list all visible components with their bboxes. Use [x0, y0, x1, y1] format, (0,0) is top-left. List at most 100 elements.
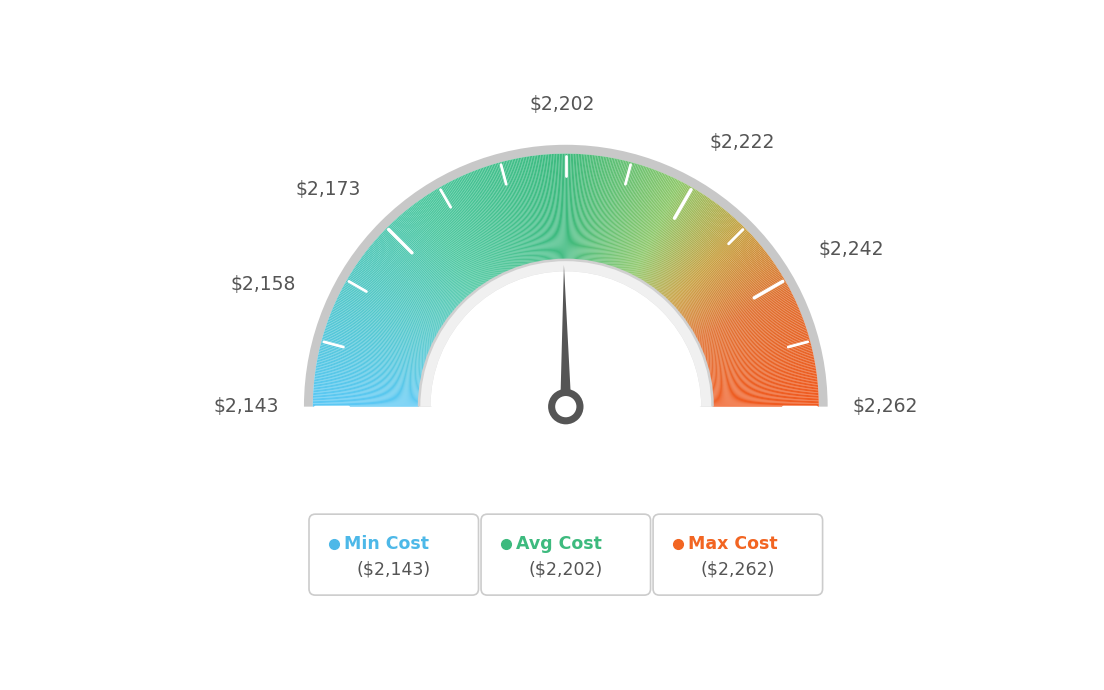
Wedge shape	[636, 184, 688, 278]
Wedge shape	[379, 235, 458, 308]
Wedge shape	[712, 384, 818, 395]
Wedge shape	[314, 389, 420, 397]
Wedge shape	[316, 368, 421, 386]
Wedge shape	[700, 305, 798, 348]
Wedge shape	[565, 154, 567, 260]
Wedge shape	[644, 193, 701, 283]
Wedge shape	[587, 157, 605, 262]
Wedge shape	[705, 327, 806, 362]
Wedge shape	[431, 193, 488, 283]
Wedge shape	[538, 155, 550, 261]
Wedge shape	[622, 172, 664, 271]
Wedge shape	[463, 175, 507, 273]
Wedge shape	[665, 220, 737, 299]
Wedge shape	[616, 168, 652, 269]
Wedge shape	[586, 156, 603, 262]
Wedge shape	[697, 290, 792, 340]
Wedge shape	[468, 172, 510, 271]
Wedge shape	[364, 253, 449, 318]
Wedge shape	[650, 199, 712, 287]
Wedge shape	[318, 356, 422, 378]
Wedge shape	[388, 226, 464, 302]
Wedge shape	[368, 248, 452, 315]
Text: Max Cost: Max Cost	[688, 535, 777, 553]
Wedge shape	[635, 184, 687, 277]
Wedge shape	[690, 273, 782, 330]
Wedge shape	[684, 258, 772, 321]
Circle shape	[548, 389, 584, 424]
Wedge shape	[712, 382, 818, 393]
Wedge shape	[459, 177, 505, 273]
Wedge shape	[489, 165, 522, 267]
Wedge shape	[323, 331, 426, 364]
Wedge shape	[486, 166, 520, 267]
Wedge shape	[363, 254, 448, 319]
Wedge shape	[609, 165, 643, 267]
Wedge shape	[348, 278, 439, 333]
Wedge shape	[340, 292, 435, 341]
Text: $2,242: $2,242	[818, 240, 883, 259]
Wedge shape	[317, 362, 422, 382]
Wedge shape	[712, 378, 817, 391]
Wedge shape	[693, 281, 786, 335]
Wedge shape	[684, 257, 771, 320]
Wedge shape	[634, 183, 684, 277]
Wedge shape	[712, 397, 819, 402]
Wedge shape	[582, 155, 594, 261]
Wedge shape	[650, 200, 713, 288]
Wedge shape	[712, 405, 819, 406]
Wedge shape	[709, 350, 813, 375]
Wedge shape	[623, 173, 665, 272]
Wedge shape	[520, 157, 540, 262]
Wedge shape	[412, 205, 477, 290]
Wedge shape	[319, 348, 423, 374]
Wedge shape	[417, 201, 480, 288]
Wedge shape	[354, 267, 444, 326]
Wedge shape	[492, 164, 524, 266]
Wedge shape	[648, 197, 709, 286]
Wedge shape	[669, 226, 745, 303]
Wedge shape	[524, 157, 543, 262]
Polygon shape	[560, 265, 572, 406]
Wedge shape	[318, 355, 422, 377]
Wedge shape	[683, 255, 769, 319]
Text: Avg Cost: Avg Cost	[516, 535, 602, 553]
Wedge shape	[535, 155, 549, 261]
Wedge shape	[416, 202, 479, 288]
Wedge shape	[376, 238, 456, 310]
Wedge shape	[325, 330, 426, 363]
Wedge shape	[595, 159, 618, 263]
Wedge shape	[503, 161, 530, 264]
FancyBboxPatch shape	[481, 514, 650, 595]
Wedge shape	[337, 297, 434, 344]
Wedge shape	[711, 377, 817, 390]
Wedge shape	[658, 210, 725, 293]
Wedge shape	[646, 195, 705, 284]
Wedge shape	[675, 236, 753, 308]
Wedge shape	[480, 168, 517, 268]
Wedge shape	[573, 154, 580, 260]
Wedge shape	[666, 221, 739, 299]
Wedge shape	[711, 373, 817, 388]
Wedge shape	[314, 386, 420, 395]
Wedge shape	[335, 303, 432, 348]
Wedge shape	[423, 197, 484, 286]
Wedge shape	[702, 313, 802, 353]
Wedge shape	[657, 208, 723, 292]
Wedge shape	[619, 171, 660, 270]
Wedge shape	[700, 306, 798, 349]
Wedge shape	[694, 285, 788, 337]
Wedge shape	[598, 160, 624, 264]
Wedge shape	[488, 166, 521, 267]
Wedge shape	[501, 161, 529, 265]
Wedge shape	[314, 383, 420, 394]
Wedge shape	[361, 257, 447, 320]
Wedge shape	[332, 308, 431, 350]
Wedge shape	[686, 259, 773, 322]
Wedge shape	[590, 157, 608, 262]
Wedge shape	[687, 263, 775, 324]
Wedge shape	[626, 176, 670, 273]
Wedge shape	[392, 222, 466, 300]
Wedge shape	[627, 177, 672, 273]
Wedge shape	[512, 159, 535, 264]
